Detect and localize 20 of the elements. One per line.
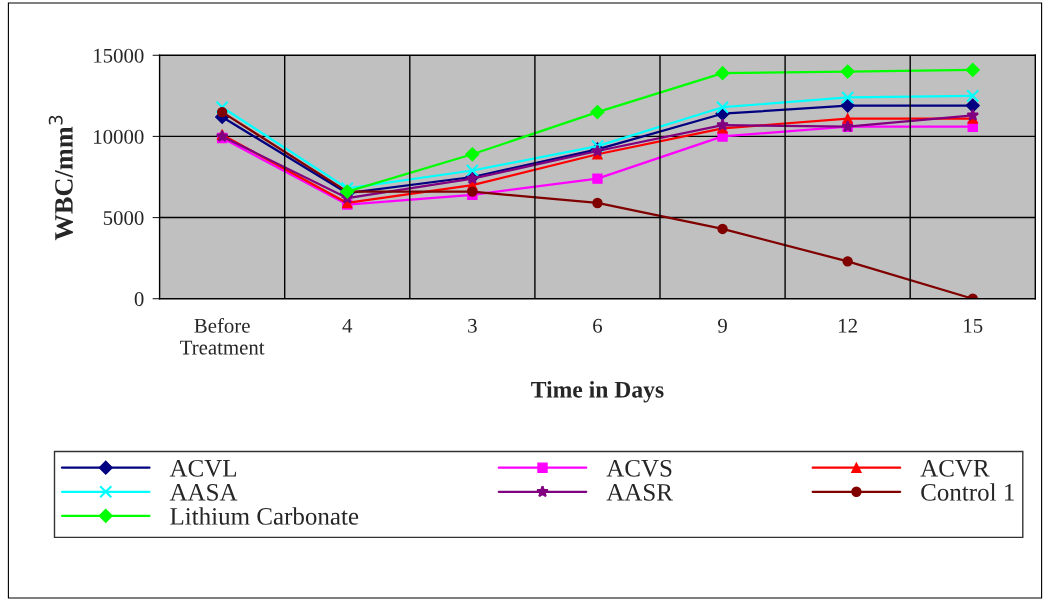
legend-label: ACVL <box>169 459 237 477</box>
x-axis-title: Time in Days <box>531 381 664 403</box>
legend-label: ACVR <box>920 459 990 477</box>
y-tick-label: 10000 <box>94 129 144 144</box>
x-tick-label: 3 <box>468 318 477 333</box>
x-tick-label: 6 <box>593 318 603 333</box>
legend-label: Control 1 <box>921 483 1014 501</box>
legend-label: Lithium Carbonate <box>170 507 359 525</box>
y-tick-label: 5000 <box>103 210 144 225</box>
x-tick-label: 4 <box>342 318 353 333</box>
y-tick-label: 0 <box>134 292 144 307</box>
y-tick-label: 15000 <box>94 48 144 63</box>
legend-label: AASA <box>169 483 238 501</box>
legend-label: AASR <box>606 483 673 501</box>
legend-label: ACVS <box>606 459 672 477</box>
x-tick-label: 12 <box>839 318 857 333</box>
x-tick-label: 15 <box>964 318 983 333</box>
x-tick-label: 9 <box>718 318 727 333</box>
y-axis-title: WBC/mm$^{3}$ <box>48 115 73 241</box>
x-tick-label: Before Treatment <box>180 317 265 355</box>
